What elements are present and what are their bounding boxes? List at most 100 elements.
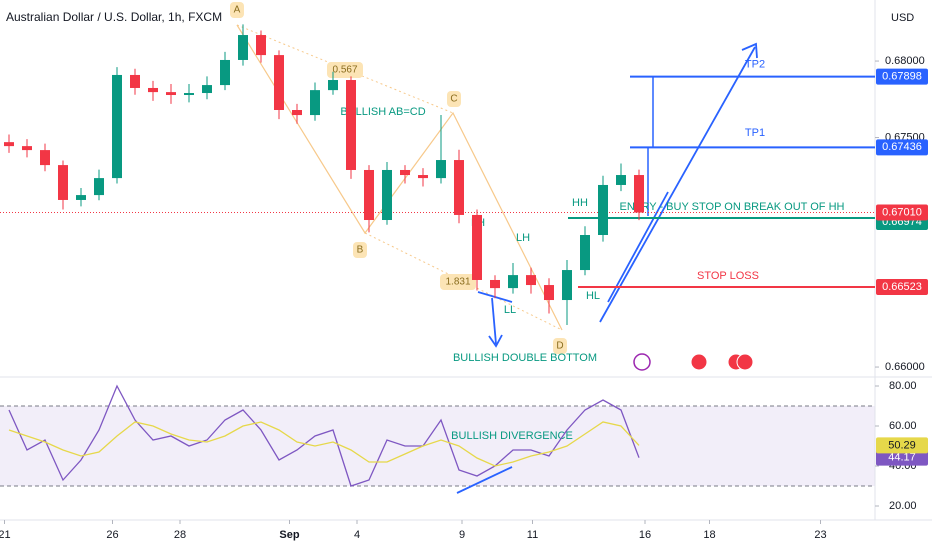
candle-body [400, 169, 410, 176]
price-box-label: 0.67436 [882, 141, 922, 153]
candle-body [184, 93, 194, 96]
candle-body [328, 80, 338, 91]
x-tick-label: 26 [106, 529, 118, 541]
candle-body [112, 74, 122, 179]
candle-body [166, 92, 176, 96]
x-tick-label: Sep [279, 529, 299, 541]
level-label: STOP LOSS [697, 270, 759, 282]
rsi-band [0, 406, 875, 486]
annotation-tag [327, 62, 363, 78]
candle-body [40, 150, 50, 166]
candle-body [220, 59, 230, 86]
price-box-label: 0.67898 [882, 71, 922, 83]
x-tick-label: 28 [174, 529, 186, 541]
event-icon [736, 353, 754, 371]
chart-title: Australian Dollar / U.S. Dollar, 1h, FXC… [6, 10, 222, 24]
candle-body [310, 90, 320, 116]
candle-body [436, 160, 446, 179]
annotation: BULLISH DOUBLE BOTTOM [453, 352, 597, 364]
level-label: TP2 [745, 59, 765, 71]
candle-body [418, 175, 428, 179]
arrow-head [741, 42, 758, 59]
candle-body [490, 279, 500, 289]
candle-body [22, 146, 32, 151]
candle-body [382, 169, 392, 221]
level-label: ENTRY - BUY STOP ON BREAK OUT OF HH [620, 201, 845, 213]
candle-body [562, 270, 572, 301]
candle-body [526, 275, 536, 286]
candle-body [76, 195, 86, 200]
x-tick-label: 16 [639, 529, 651, 541]
price-box-label: 0.67010 [882, 206, 922, 218]
bd-line [364, 232, 563, 331]
annotation: C [450, 94, 457, 105]
candle-body [292, 110, 302, 116]
candle-body [346, 80, 356, 170]
candle-body [364, 169, 374, 221]
annotation-tag [553, 338, 567, 354]
candle-body [4, 142, 14, 147]
annotation: 0.567 [332, 65, 357, 76]
candle-body [130, 74, 140, 88]
price-box-label: 0.66523 [882, 281, 922, 293]
x-tick-label: 21 [0, 529, 11, 541]
candle-body [598, 184, 608, 236]
rsi-tick-label: 60.00 [889, 420, 917, 432]
candle-body [238, 35, 248, 60]
annotation: BULLISH AB=CD [340, 106, 425, 118]
candle-body [472, 214, 482, 280]
candle-body [274, 55, 284, 111]
annotation-tag [230, 2, 244, 18]
currency: USD [891, 12, 914, 24]
x-tick-label: 9 [459, 529, 465, 541]
target-arrow [599, 46, 756, 323]
candle-body [202, 85, 212, 94]
icons [633, 353, 754, 371]
candle-body [148, 87, 158, 93]
rsi-tick-label: 20.00 [889, 500, 917, 512]
annotation: LL [504, 304, 516, 316]
x-tick-label: 11 [527, 529, 538, 541]
price-box [876, 279, 928, 296]
divergence-line [456, 466, 513, 494]
price-box [876, 449, 928, 466]
price-box [876, 68, 928, 85]
annotation: HH [572, 197, 588, 209]
annotation: 1.831 [445, 277, 470, 288]
candle-body [634, 175, 644, 213]
candle-body [616, 175, 626, 185]
annotation: D [556, 341, 563, 352]
price-box [876, 204, 928, 221]
x-tick-label: 4 [354, 529, 360, 541]
candle-body [580, 235, 590, 271]
annotation: A [234, 5, 241, 16]
candle-body [94, 178, 104, 196]
candle-body [508, 275, 518, 289]
arrow-head [488, 334, 503, 348]
level-label: TP1 [745, 127, 765, 139]
price-box [876, 139, 928, 156]
annotation-tag [353, 242, 367, 258]
rsi-line [8, 384, 640, 487]
candle-body [256, 35, 266, 56]
event-icon [690, 353, 708, 371]
event-icon [633, 353, 651, 371]
rsi-tick-label: 80.00 [889, 380, 917, 392]
candle-body [544, 285, 554, 301]
annotation: LH [516, 232, 530, 244]
annotation-tag [440, 274, 476, 290]
indicator-pane [0, 405, 875, 487]
annotation: B [357, 245, 364, 256]
down-arrow [491, 297, 497, 345]
price-box-label: 50.29 [888, 439, 916, 451]
price-box-label: 44.17 [888, 452, 916, 464]
candle-body [454, 160, 464, 215]
annotation: BULLISH DIVERGENCE [451, 430, 573, 442]
x-tick-label: 23 [814, 529, 826, 541]
x-tick-label: 18 [703, 529, 715, 541]
rsi-line [8, 421, 640, 467]
price-box [876, 437, 928, 454]
annotation: HL [586, 290, 600, 302]
